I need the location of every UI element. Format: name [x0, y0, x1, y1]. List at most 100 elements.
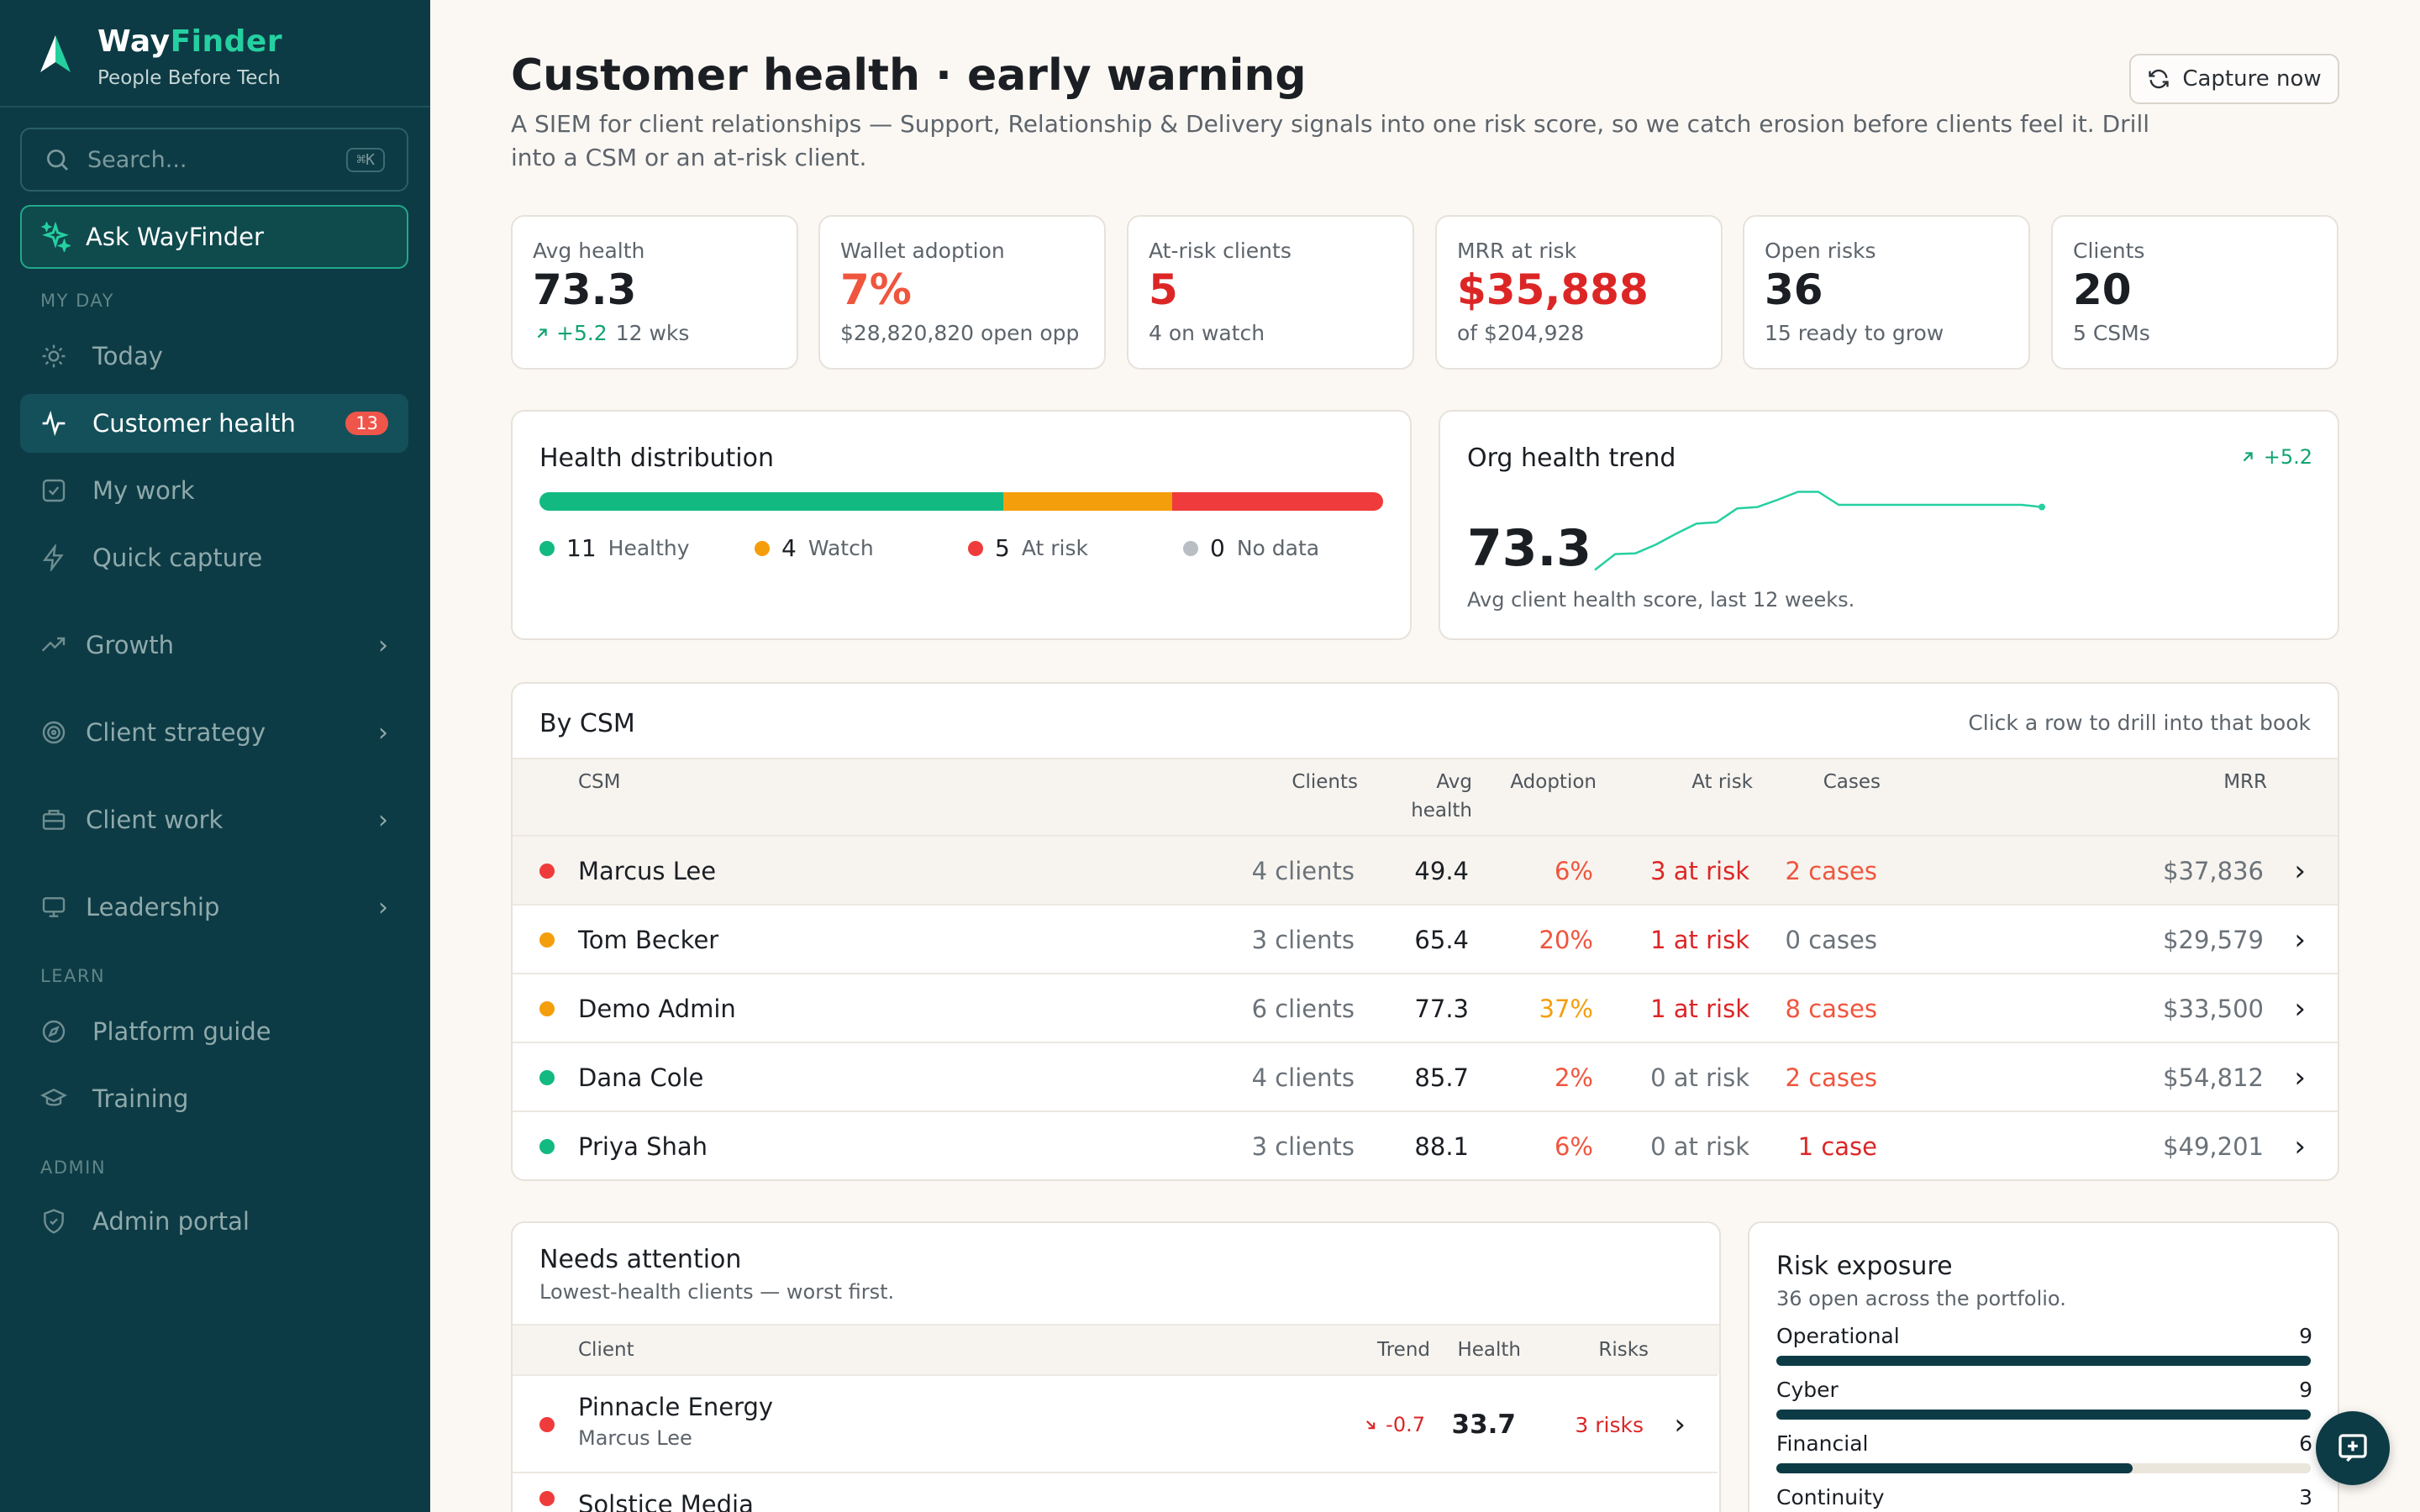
legend-label: Healthy	[608, 536, 690, 560]
column-header-csm[interactable]: CSM	[578, 771, 621, 793]
risk-category-count: 3	[2299, 1485, 2312, 1509]
column-header-client[interactable]: Client	[578, 1339, 634, 1361]
table-row[interactable]: Solstice Media	[513, 1472, 1718, 1512]
chevron-right-icon: ›	[2294, 1130, 2306, 1163]
risk-bar-track	[1776, 1410, 2311, 1420]
new-note-fab-button[interactable]	[2316, 1411, 2390, 1485]
sidebar-group-growth[interactable]: Growth ›	[20, 616, 408, 675]
cases-count: 8 cases	[1785, 995, 1877, 1023]
table-row[interactable]: Pinnacle Energy Marcus Lee -0.7 33.7 3 r…	[513, 1374, 1718, 1472]
legend-label: No data	[1236, 536, 1320, 560]
page-subtitle: A SIEM for client relationships — Suppor…	[511, 110, 2150, 171]
csm-name: Tom Becker	[578, 926, 719, 954]
column-header-risks[interactable]: Risks	[1598, 1339, 1649, 1361]
table-row[interactable]: Priya Shah 3 clients 88.1 6% 0 at risk 1…	[513, 1110, 2338, 1179]
sidebar-item-platform-guide[interactable]: Platform guide	[20, 1002, 408, 1061]
trending-up-icon	[41, 637, 66, 652]
legend-count: 0	[1210, 534, 1225, 562]
capture-now-label: Capture now	[2182, 66, 2322, 92]
shield-icon	[44, 1209, 64, 1234]
sidebar-item-quick-capture[interactable]: Quick capture	[20, 528, 408, 587]
column-header-at-risk[interactable]: At risk	[1691, 771, 1753, 793]
kpi-label: Wallet adoption	[840, 239, 1005, 263]
table-row[interactable]: Dana Cole 4 clients 85.7 2% 0 at risk 2 …	[513, 1042, 2338, 1110]
table-header: CSM Clients Avg health Adoption At risk C…	[513, 758, 2338, 835]
ask-wayfinder-label: Ask WayFinder	[86, 223, 264, 251]
chevron-right-icon: ›	[1674, 1408, 1686, 1441]
column-header-health[interactable]: Health	[1457, 1339, 1521, 1361]
column-header-adoption[interactable]: Adoption	[1510, 771, 1597, 793]
kpi-sub: 4 on watch	[1149, 321, 1265, 345]
sidebar-item-label: Quick capture	[92, 543, 263, 572]
legend-count: 4	[781, 534, 797, 562]
column-header-avg-health[interactable]: Avg health	[1411, 771, 1472, 822]
kpi-value: 73.3	[533, 265, 637, 314]
column-header-mrr[interactable]: MRR	[2223, 771, 2267, 793]
search-placeholder: Search...	[87, 146, 187, 173]
kpi-sub-text: 12 wks	[615, 321, 690, 345]
adoption: 6%	[1554, 1132, 1593, 1161]
sidebar: WayFinder People Before Tech Search... ⌘…	[0, 0, 430, 1512]
sidebar-item-label: Admin portal	[92, 1207, 250, 1236]
at-risk-segment	[1171, 492, 1383, 511]
sidebar-group-client-work[interactable]: Client work ›	[20, 790, 408, 849]
sidebar-item-today[interactable]: Today	[20, 327, 408, 386]
adoption: 6%	[1554, 857, 1593, 885]
risk-category-label: Continuity	[1776, 1485, 1885, 1509]
column-header-clients[interactable]: Clients	[1292, 771, 1358, 793]
at-risk-count: 0 at risk	[1650, 1063, 1749, 1092]
chevron-right-icon: ›	[2294, 854, 2306, 888]
status-dot	[539, 1491, 555, 1506]
card-subtitle: 36 open across the portfolio.	[1776, 1287, 2066, 1310]
sidebar-item-my-work[interactable]: My work	[20, 461, 408, 520]
health-distribution-bar	[539, 492, 1383, 511]
adoption: 37%	[1539, 995, 1593, 1023]
risks-count: 3 risks	[1575, 1412, 1644, 1437]
lightning-icon	[42, 544, 64, 571]
brand[interactable]: WayFinder People Before Tech	[39, 25, 282, 89]
risk-bar-track	[1776, 1356, 2311, 1366]
table-row[interactable]: Demo Admin 6 clients 77.3 37% 1 at risk …	[513, 973, 2338, 1042]
csm-name: Marcus Lee	[578, 857, 717, 885]
adoption: 20%	[1539, 926, 1593, 954]
table-header: Client Trend Health Risks	[513, 1324, 1719, 1374]
client-name: Pinnacle Energy	[578, 1393, 774, 1421]
kpi-card-open-risks: Open risks 36 15 ready to grow	[1743, 215, 2030, 370]
mrr: $29,579	[2163, 926, 2264, 954]
risk-bar-fill	[1776, 1410, 2311, 1420]
sidebar-group-client-strategy[interactable]: Client strategy ›	[20, 703, 408, 762]
table-row[interactable]: Tom Becker 3 clients 65.4 20% 1 at risk …	[513, 904, 2338, 973]
sidebar-item-label: Growth	[86, 631, 174, 659]
column-header-trend[interactable]: Trend	[1377, 1339, 1430, 1361]
avg-health: 88.1	[1414, 1132, 1469, 1161]
capture-now-button[interactable]: Capture now	[2129, 54, 2339, 104]
trend-value: -0.7	[1386, 1413, 1425, 1436]
client-csm: Marcus Lee	[578, 1426, 692, 1450]
column-header-cases[interactable]: Cases	[1823, 771, 1881, 793]
risk-bar-track	[1776, 1463, 2311, 1473]
csm-table-card: By CSM Click a row to drill into that bo…	[511, 682, 2339, 1181]
trend-caption: Avg client health score, last 12 weeks.	[1467, 588, 1855, 612]
ask-wayfinder-button[interactable]: Ask WayFinder	[20, 205, 408, 269]
brand-name: WayFinder	[97, 24, 283, 59]
cases-count: 0 cases	[1785, 926, 1877, 954]
arrow-down-right-icon	[1366, 1420, 1376, 1430]
csm-name: Priya Shah	[578, 1132, 708, 1161]
healthy-segment	[539, 492, 1004, 511]
compass-icon	[42, 1020, 66, 1043]
sidebar-item-admin-portal[interactable]: Admin portal	[20, 1192, 408, 1251]
clients-count: 6 clients	[1251, 995, 1355, 1023]
table-row[interactable]: Marcus Lee 4 clients 49.4 6% 3 at risk 2…	[513, 835, 2338, 904]
kpi-sub: $28,820,820 open opp	[840, 321, 1080, 345]
watch-segment	[1003, 492, 1172, 511]
sidebar-item-customer-health[interactable]: Customer health 13	[20, 394, 408, 453]
arrow-up-right-icon	[2243, 452, 2253, 462]
legend-healthy: 11 Healthy	[539, 534, 690, 562]
legend-watch: 4 Watch	[755, 534, 874, 562]
sidebar-item-training[interactable]: Training	[20, 1069, 408, 1128]
search-input[interactable]: Search... ⌘K	[20, 128, 408, 192]
kpi-value: 7%	[840, 265, 912, 314]
sidebar-group-leadership[interactable]: Leadership ›	[20, 878, 408, 937]
search-shortcut: ⌘K	[346, 147, 385, 172]
card-title: Health distribution	[539, 444, 775, 473]
